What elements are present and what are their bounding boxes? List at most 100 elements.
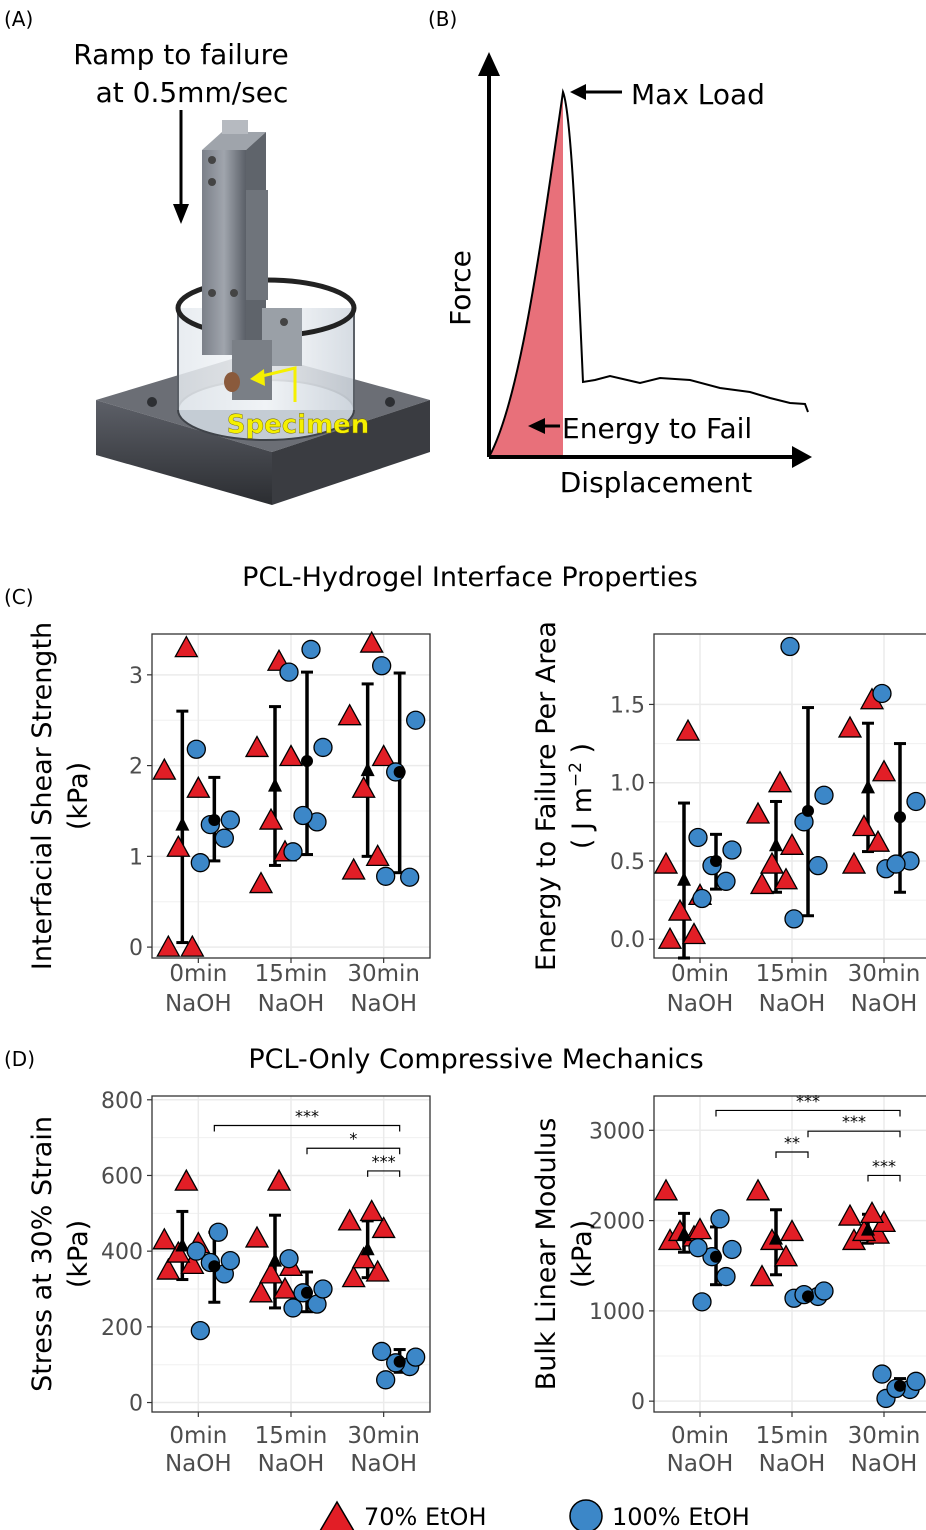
data-point-100-etoh — [692, 888, 712, 909]
significance-bracket — [867, 1174, 901, 1182]
data-point-100-etoh — [190, 853, 210, 873]
x-tick-label: 30min — [848, 1423, 921, 1449]
x-tick-label: NaOH — [759, 991, 826, 1017]
data-point-70-etoh — [859, 1201, 885, 1224]
data-point-70-etoh — [653, 851, 679, 874]
data-point-100-etoh — [186, 739, 206, 759]
data-point-70-etoh — [351, 775, 376, 798]
data-point-70-etoh — [174, 1168, 199, 1191]
panel-d-label: (D) — [4, 1047, 35, 1071]
x-tick-label: NaOH — [667, 991, 734, 1017]
displacement-label: Displacement — [560, 466, 753, 499]
data-point-70-etoh — [174, 635, 199, 658]
x-tick-label: 30min — [347, 961, 420, 987]
x-tick-label: NaOH — [350, 991, 417, 1017]
data-point-100-etoh — [279, 662, 299, 682]
data-point-70-etoh — [266, 1168, 292, 1191]
mean-marker-70-etoh — [360, 762, 375, 777]
data-point-100-etoh — [220, 810, 240, 830]
data-point-100-etoh — [279, 1249, 299, 1269]
data-point-100-etoh — [780, 636, 800, 657]
significance-bracket — [775, 1151, 809, 1158]
x-tick-label: 15min — [255, 1423, 328, 1449]
data-point-70-etoh — [248, 1280, 274, 1303]
x-tick-label: 15min — [756, 961, 829, 987]
plot-area — [654, 634, 926, 958]
data-point-100-etoh — [376, 866, 396, 886]
significance-label: *** — [295, 1107, 319, 1126]
data-point-100-etoh — [406, 1347, 426, 1367]
y-units-close: ) — [567, 743, 598, 762]
x-tick-label: NaOH — [165, 991, 232, 1017]
data-point-100-etoh — [872, 1364, 892, 1384]
data-point-100-etoh — [710, 1209, 730, 1229]
significance-label: *** — [842, 1112, 866, 1131]
legend-label-100: 100% EtOH — [612, 1503, 750, 1530]
data-point-70-etoh — [871, 759, 897, 782]
significance-label: *** — [372, 1152, 396, 1171]
mean-marker-100-etoh — [894, 811, 906, 824]
data-point-70-etoh — [779, 1219, 805, 1242]
mean-marker-100-etoh — [208, 814, 221, 827]
data-point-70-etoh — [152, 1227, 177, 1250]
y-axis-units: ( J m−2 ) — [566, 743, 598, 849]
specimen-label: Specimen — [227, 410, 370, 440]
data-point-70-etoh — [667, 898, 693, 921]
data-point-70-etoh — [258, 807, 284, 830]
data-point-100-etoh — [872, 683, 892, 704]
legend-triangle-marker — [319, 1500, 355, 1530]
x-tick-label: NaOH — [350, 1451, 417, 1477]
energy-to-fail-area — [489, 92, 563, 457]
x-tick-label: NaOH — [258, 1451, 325, 1477]
mean-marker-100-etoh — [710, 854, 722, 867]
legend-circle-marker — [569, 1499, 603, 1530]
y-axis-title: Bulk Linear Modulus — [531, 1118, 562, 1391]
ramp-label-line1: Ramp to failure — [73, 38, 288, 71]
y-tick-label: 3 — [129, 664, 143, 689]
y-axis-title: Stress at 30% Strain — [27, 1116, 58, 1392]
data-point-70-etoh — [244, 735, 270, 758]
panel-b-label: (B) — [428, 7, 457, 31]
test-fixture-illustration — [96, 110, 430, 505]
data-point-70-etoh — [337, 703, 362, 726]
data-point-70-etoh — [365, 1259, 390, 1282]
significance-bracket — [306, 1147, 401, 1155]
data-point-70-etoh — [749, 1264, 775, 1287]
y-tick-label: 0 — [129, 1392, 143, 1417]
data-point-70-etoh — [341, 857, 366, 880]
data-point-100-etoh — [372, 656, 392, 676]
data-point-70-etoh — [681, 922, 707, 945]
data-point-100-etoh — [906, 791, 926, 812]
mean-marker-100-etoh — [393, 765, 406, 778]
mean-marker-100-etoh — [301, 1286, 313, 1299]
mean-marker-100-etoh — [802, 1290, 814, 1303]
mean-marker-70-etoh — [769, 837, 783, 852]
y-axis-units: (kPa) — [63, 1220, 94, 1288]
data-point-100-etoh — [886, 854, 906, 874]
y-tick-label: 800 — [101, 1089, 143, 1114]
data-point-70-etoh — [745, 801, 771, 824]
y-tick-label: 0.0 — [610, 928, 645, 953]
data-point-70-etoh — [166, 1240, 191, 1263]
data-point-70-etoh — [351, 1246, 376, 1269]
y-tick-label: 1.5 — [610, 693, 645, 718]
data-point-70-etoh — [653, 1178, 679, 1201]
x-tick-label: 15min — [255, 961, 328, 987]
x-tick-label: 0min — [671, 1423, 729, 1449]
data-point-70-etoh — [359, 1199, 384, 1222]
mean-marker-70-etoh — [861, 1221, 875, 1236]
data-point-70-etoh — [156, 1257, 181, 1280]
mean-marker-70-etoh — [268, 1252, 282, 1267]
x-tick-label: 30min — [347, 1423, 420, 1449]
data-point-70-etoh — [657, 926, 683, 949]
legend-label-70: 70% EtOH — [364, 1503, 486, 1530]
y-axis-title: Energy to Failure Per Area — [531, 621, 562, 971]
y-tick-label: 1.0 — [610, 772, 645, 797]
significance-bracket — [715, 1109, 901, 1117]
y-tick-label: 1000 — [589, 1300, 645, 1325]
data-point-70-etoh — [749, 872, 775, 895]
data-point-100-etoh — [313, 737, 333, 758]
data-point-70-etoh — [371, 1216, 396, 1239]
data-point-100-etoh — [716, 871, 736, 891]
